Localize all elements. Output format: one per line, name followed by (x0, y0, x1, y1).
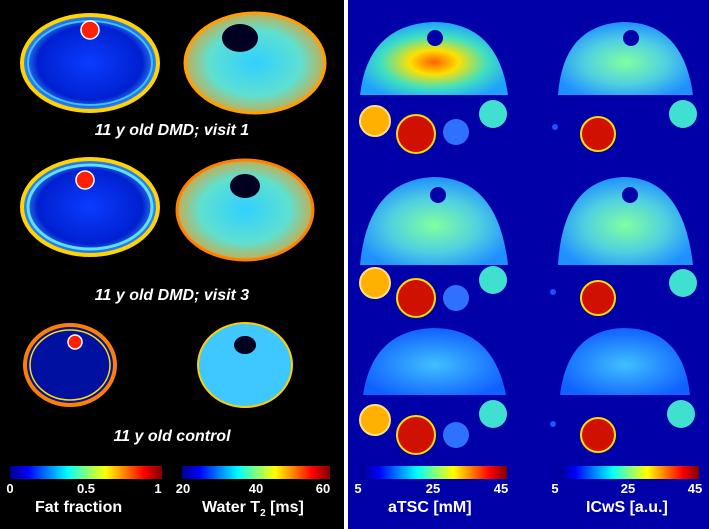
icws-max: 45 (687, 481, 703, 496)
icws-colorbar (559, 466, 699, 479)
fat-fraction-image-visit3 (20, 157, 160, 257)
row-label-control: 11 y old control (113, 428, 231, 445)
water-t2-min: 20 (175, 481, 191, 496)
atsc-images (359, 22, 508, 455)
water-t2-max: 60 (315, 481, 331, 496)
fat-fraction-min: 0 (6, 481, 14, 496)
right-sodium-images (359, 22, 697, 455)
left-mri-images (20, 11, 327, 408)
right-panel: 5 25 45 aTSC [mM] 5 25 45 ICwS [a.u.] (348, 0, 709, 529)
atsc-title: aTSC [mM] (388, 499, 472, 516)
icws-title: ICwS [a.u.] (586, 499, 668, 516)
atsc-colorbar (362, 466, 507, 479)
water-t2-image-visit3 (175, 158, 315, 262)
atsc-min: 5 (354, 481, 362, 496)
row-label-visit3: 11 y old DMD; visit 3 (94, 287, 250, 304)
atsc-mid: 25 (425, 481, 441, 496)
fat-fraction-image-visit1 (20, 13, 160, 113)
water-t2-image-visit1 (183, 11, 327, 115)
icws-min: 5 (551, 481, 559, 496)
panel-divider (344, 0, 348, 529)
fat-fraction-title: Fat fraction (35, 499, 123, 516)
water-t2-mid: 40 (248, 481, 264, 496)
fat-fraction-mid: 0.5 (76, 481, 96, 496)
water-t2-colorbar (182, 466, 330, 479)
atsc-max: 45 (493, 481, 509, 496)
left-panel: 11 y old DMD; visit 1 11 y old DMD; visi… (0, 0, 344, 529)
icws-images (550, 22, 697, 453)
fat-fraction-image-control (23, 323, 117, 407)
fat-fraction-max: 1 (154, 481, 162, 496)
icws-mid: 25 (620, 481, 636, 496)
row-label-visit1: 11 y old DMD; visit 1 (94, 122, 250, 139)
water-t2-title: Water T2 [ms] (202, 499, 304, 520)
fat-fraction-colorbar (10, 466, 162, 479)
water-t2-image-control (197, 322, 293, 408)
